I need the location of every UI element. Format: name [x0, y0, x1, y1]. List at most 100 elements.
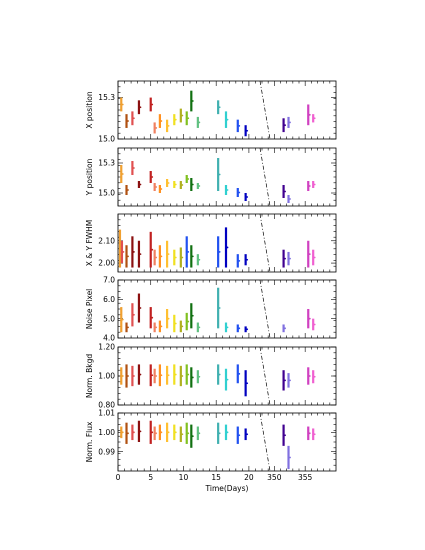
- axis-break-line: [259, 80, 271, 140]
- x-tick-label: 20: [244, 473, 254, 482]
- data-point: [289, 121, 291, 124]
- panel-4: Noise Pixel 4.0 5.0 6.0 7.0: [85, 276, 337, 343]
- data-point: [191, 100, 194, 102]
- data-point: [313, 433, 316, 436]
- y-tick-label: 0.80: [98, 401, 115, 410]
- x-tick-label: 5: [148, 473, 153, 482]
- data-point: [218, 432, 221, 435]
- data-point: [313, 183, 316, 186]
- data-point: [191, 314, 194, 317]
- y-tick-label: 15.0: [98, 189, 115, 198]
- data-point: [160, 120, 163, 122]
- data-point: [133, 313, 135, 316]
- data-point: [167, 431, 170, 434]
- y-tick-label: 1.00: [98, 372, 115, 381]
- data-point: [198, 121, 201, 124]
- data-point: [181, 184, 184, 186]
- data-point: [127, 255, 129, 258]
- data-point: [226, 378, 229, 381]
- data-point: [127, 120, 129, 122]
- data-point: [167, 124, 170, 127]
- data-point: [174, 118, 177, 121]
- y-tick-label: 2.10: [98, 236, 115, 245]
- data-point: [246, 382, 249, 385]
- data-point: [191, 376, 194, 379]
- data-point: [226, 189, 229, 191]
- x-tick-label: 355: [298, 473, 313, 482]
- data-point: [155, 127, 158, 129]
- data-point: [308, 432, 311, 435]
- data-point: [167, 253, 170, 256]
- data-point: [181, 114, 184, 117]
- y-axis-label: Norm. Flux: [85, 421, 94, 462]
- data-point: [284, 190, 286, 193]
- data-point: [160, 188, 163, 190]
- data-point: [127, 326, 129, 329]
- x-axis-label: Time(Days): [205, 484, 249, 493]
- y-tick-label: 15.0: [98, 135, 115, 144]
- y-axis-label: X & Y FWHM: [85, 220, 94, 267]
- data-point: [133, 117, 135, 120]
- data-point: [226, 326, 229, 329]
- y-tick-label: 1.00: [98, 428, 115, 437]
- data-point: [313, 117, 316, 120]
- data-point: [238, 372, 241, 375]
- data-point: [151, 176, 154, 178]
- data-point: [151, 316, 154, 319]
- data-point: [139, 183, 142, 186]
- data-point: [160, 325, 163, 328]
- data-point: [238, 434, 241, 437]
- data-point: [308, 113, 311, 116]
- data-point: [121, 431, 124, 434]
- data-point: [167, 182, 170, 184]
- data-point: [151, 103, 154, 106]
- data-point: [308, 253, 311, 256]
- data-point: [155, 256, 158, 259]
- data-point: [226, 431, 229, 434]
- data-point: [198, 185, 201, 187]
- data-point: [181, 375, 184, 377]
- data-point: [187, 373, 190, 376]
- axis-break-line: [259, 213, 271, 273]
- data-point: [167, 317, 170, 320]
- panel-1: X position 15.0 15.3: [85, 80, 337, 144]
- data-point: [198, 258, 201, 261]
- data-point: [174, 322, 177, 325]
- panel-5: Norm. Bkgd 0.80 1.00 1.20: [85, 343, 337, 410]
- y-axis-label: Norm. Bkgd: [85, 354, 94, 398]
- data-point: [246, 129, 249, 132]
- data-point: [121, 173, 124, 175]
- y-tick-label: 7.0: [103, 276, 115, 285]
- panel-2: Y position 15.0 15.3: [85, 147, 337, 207]
- data-point: [139, 253, 142, 256]
- data-point: [191, 435, 194, 438]
- data-point: [121, 318, 124, 321]
- data-point: [284, 124, 286, 127]
- y-axis-label: X position: [85, 91, 94, 128]
- y-tick-label: 1.01: [98, 409, 115, 418]
- data-point: [160, 431, 163, 434]
- data-point: [151, 431, 154, 434]
- data-point: [289, 198, 291, 200]
- data-point: [181, 325, 184, 328]
- data-point: [155, 186, 158, 188]
- data-point: [246, 196, 249, 198]
- data-point: [191, 183, 194, 186]
- data-point: [139, 373, 142, 376]
- data-point: [121, 103, 124, 106]
- data-point: [226, 246, 229, 249]
- y-tick-label: 15.3: [98, 93, 115, 102]
- data-point: [174, 373, 177, 376]
- y-tick-label: 4.0: [103, 334, 115, 343]
- data-point: [133, 167, 135, 169]
- data-point: [238, 327, 241, 330]
- data-point: [187, 251, 190, 253]
- data-point: [127, 432, 129, 435]
- x-tick-label: 350: [267, 473, 282, 482]
- axis-break-line: [259, 412, 271, 472]
- data-point: [198, 326, 201, 329]
- data-point: [289, 456, 291, 459]
- data-point: [198, 432, 201, 435]
- axis-break-line: [259, 147, 271, 207]
